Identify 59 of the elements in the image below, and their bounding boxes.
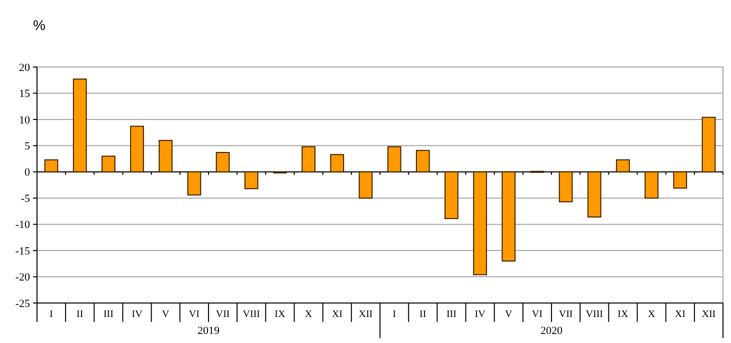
bar xyxy=(330,154,344,172)
x-tick-label: II xyxy=(420,309,426,320)
x-tick-label: XII xyxy=(358,309,373,320)
y-tick-label: 10 xyxy=(19,114,30,126)
bar xyxy=(44,159,58,172)
bar xyxy=(102,156,116,172)
x-tick-label: X xyxy=(304,309,313,320)
bar xyxy=(673,171,688,189)
x-tick-label: XI xyxy=(674,309,686,320)
bar xyxy=(444,171,458,220)
x-tick-label: XI xyxy=(332,309,342,320)
x-tick-label: IV xyxy=(132,309,144,320)
text: 2020 xyxy=(540,325,563,337)
y-tick-label: -20 xyxy=(15,272,30,284)
bar xyxy=(358,171,373,199)
y-tick-label: -15 xyxy=(15,245,30,258)
bar xyxy=(72,78,87,172)
bar xyxy=(644,171,658,199)
y-tick-label: 5 xyxy=(24,140,30,153)
y-tick-label: -10 xyxy=(15,219,30,232)
bar xyxy=(187,171,202,196)
x-tick-label: VI xyxy=(188,309,200,320)
bar xyxy=(244,171,258,190)
text: 2019 xyxy=(198,325,220,337)
x-tick-label: V xyxy=(162,309,170,320)
x-tick-label: II xyxy=(76,309,84,320)
y-tick-label: 0 xyxy=(24,166,30,179)
y-tick-label: -25 xyxy=(15,298,30,310)
bar xyxy=(473,171,487,276)
x-tick-label: III xyxy=(446,309,456,320)
x-tick-label: IV xyxy=(474,309,486,320)
x-tick-label: X xyxy=(648,309,656,320)
x-tick-label: III xyxy=(103,309,114,320)
x-tick-label: VIII xyxy=(586,309,603,320)
y-tick-label: 20 xyxy=(19,62,30,74)
x-tick-label: XII xyxy=(702,309,716,320)
x-tick-label: VI xyxy=(532,309,542,320)
bar xyxy=(302,146,316,172)
x-tick-label: V xyxy=(505,309,514,320)
x-tick-label: I xyxy=(392,309,396,320)
x-tick-label: VIII xyxy=(242,309,260,320)
x-tick-label: IX xyxy=(618,309,630,320)
bar xyxy=(587,171,602,218)
x-tick-label: I xyxy=(50,309,53,320)
y-tick-label: -5 xyxy=(20,192,30,205)
x-tick-label: VII xyxy=(216,309,230,320)
bar xyxy=(702,116,716,172)
bar xyxy=(130,126,144,172)
y-tick-label: 15 xyxy=(19,88,30,100)
bar xyxy=(616,159,630,172)
y-axis-title: % xyxy=(33,17,46,33)
x-tick-label: IX xyxy=(274,309,286,320)
bar xyxy=(158,140,173,172)
bar xyxy=(416,150,430,172)
bar xyxy=(502,171,516,262)
bar xyxy=(387,146,402,172)
bar xyxy=(558,171,573,202)
bar xyxy=(216,152,230,172)
x-tick-label: VII xyxy=(558,309,573,320)
